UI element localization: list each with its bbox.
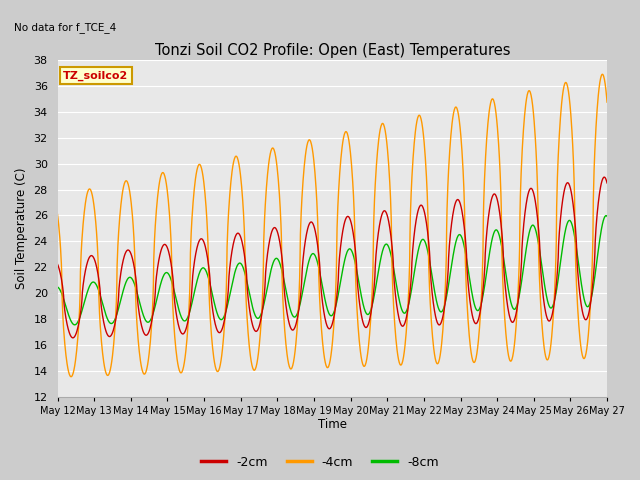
Text: TZ_soilco2: TZ_soilco2	[63, 71, 128, 81]
Legend: -2cm, -4cm, -8cm: -2cm, -4cm, -8cm	[196, 451, 444, 474]
Title: Tonzi Soil CO2 Profile: Open (East) Temperatures: Tonzi Soil CO2 Profile: Open (East) Temp…	[154, 43, 510, 58]
Text: No data for f_TCE_4: No data for f_TCE_4	[13, 23, 116, 34]
X-axis label: Time: Time	[318, 419, 347, 432]
Y-axis label: Soil Temperature (C): Soil Temperature (C)	[15, 168, 28, 289]
